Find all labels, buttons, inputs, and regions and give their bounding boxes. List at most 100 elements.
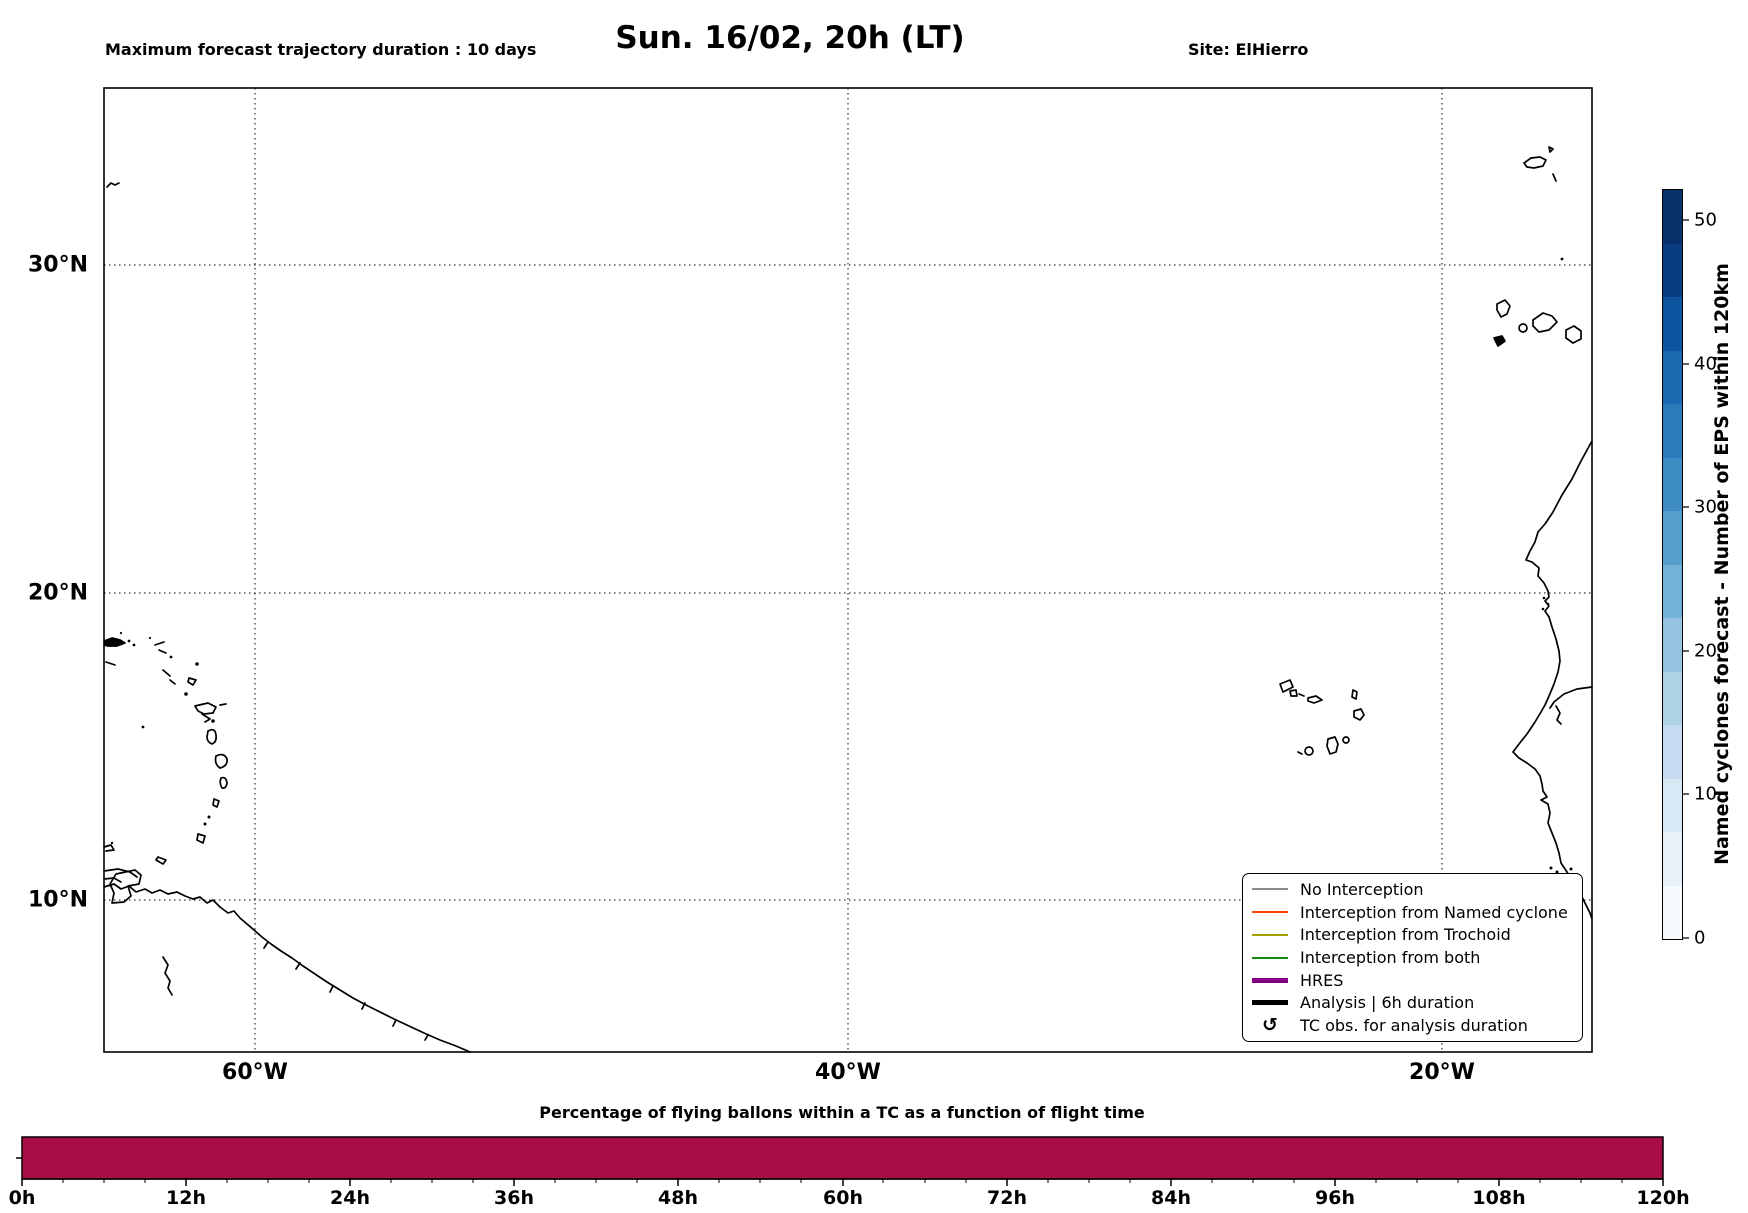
island-bermuda (106, 182, 120, 188)
legend-line-sample (1251, 911, 1289, 914)
islet-grenadines (207, 815, 211, 819)
island-st-lucia (219, 776, 228, 789)
colorbar-band (1663, 457, 1682, 511)
islet-bissagos (1549, 866, 1553, 870)
lon-tick-label: 60°W (222, 1060, 288, 1085)
colorbar-band (1663, 350, 1682, 404)
legend-line (1252, 956, 1288, 959)
coast-south-america (103, 883, 471, 1053)
island-brava (1297, 751, 1303, 755)
island-la-gomera (1518, 323, 1528, 333)
islet-dot (169, 655, 173, 659)
island-puerto-rico (103, 637, 126, 647)
islands-leeward (154, 641, 176, 685)
island-sal (1351, 689, 1358, 700)
lat-tick-label: 20°N (27, 580, 88, 606)
legend-line-sample (1251, 933, 1289, 936)
colorbar-band (1663, 564, 1682, 618)
flight-time-tick-label: 96h (1315, 1187, 1355, 1209)
coast-west-africa (1512, 440, 1593, 920)
legend-item-label: No Interception (1300, 879, 1424, 899)
island-trinidad (109, 869, 142, 904)
legend-line (1252, 911, 1288, 914)
legend-item-label: TC obs. for analysis duration (1300, 1016, 1528, 1036)
legend-item-label: Interception from Trochoid (1300, 925, 1511, 945)
island-maio (1342, 736, 1350, 744)
flight-time-tick-label: 48h (658, 1187, 698, 1209)
island-fogo (1304, 746, 1314, 756)
islet-banc-arguin (1541, 607, 1545, 611)
colorbar-band (1663, 885, 1682, 939)
island-santo-antao (1279, 679, 1294, 693)
colorbar-band (1663, 190, 1682, 244)
island-st-vincent (212, 798, 220, 808)
legend-item: Interception from Trochoid (1251, 923, 1574, 946)
legend-line-sample (1251, 977, 1289, 983)
islet-dot (110, 841, 114, 845)
colorbar-band (1663, 671, 1682, 725)
island-montserrat (184, 692, 188, 696)
colorbar-tick-label: 10 (1694, 783, 1717, 805)
island-st-croix (105, 661, 116, 666)
colorbar-band (1663, 297, 1682, 351)
legend-item: Interception from both (1251, 946, 1574, 969)
islet-bissagos (1555, 870, 1559, 874)
annotation-line: Maximum forecast trajectory duration : 1… (105, 40, 537, 59)
map-legend: No Interception Interception from Named c… (1242, 873, 1583, 1042)
lat-tick-label: 30°N (27, 252, 88, 278)
island-selvagens (1560, 257, 1564, 261)
river-senegal (1549, 686, 1593, 725)
legend-line (1252, 933, 1288, 936)
colorbar-band (1663, 511, 1682, 565)
flight-time-tick-label: 12h (166, 1187, 206, 1209)
island-el-hierro (1493, 335, 1506, 347)
island-sao-nicolau (1307, 695, 1323, 704)
annotation-line: Site: ElHierro (1188, 40, 1309, 59)
islet-bissagos (1569, 867, 1573, 871)
islet-grenadines (203, 822, 207, 826)
island-gran-canaria (1565, 325, 1582, 344)
colorbar-tick-label: 50 (1694, 209, 1717, 231)
legend-item-label: Interception from Named cyclone (1300, 902, 1568, 922)
coast-paria-peninsula (103, 868, 138, 883)
islet-banc-arguin (1546, 602, 1550, 606)
map-gridlines (104, 88, 1592, 1052)
colorbar-tick-label: 0 (1694, 927, 1706, 949)
islet-dot (148, 636, 152, 640)
colorbar-band (1663, 243, 1682, 297)
island-marie-galante (211, 719, 215, 723)
islands-madeira (1523, 146, 1557, 182)
legend-line (1252, 1000, 1288, 1006)
legend-item-label: HRES (1300, 970, 1344, 990)
flight-time-tick-label: 60h (823, 1187, 863, 1209)
islet-dot (119, 631, 123, 635)
legend-line (1252, 977, 1288, 983)
tc-observation-icon: ↺ (1262, 1014, 1278, 1037)
lat-tick-label: 10°N (27, 887, 88, 913)
island-antigua (187, 677, 197, 686)
colorbar-tick-label: 20 (1694, 640, 1717, 662)
island-tenerife (1532, 312, 1558, 333)
island-grenada (196, 833, 206, 844)
coast-river-mouths (263, 941, 429, 1041)
bottom-axis-minor-ticks (62, 1179, 1623, 1183)
legend-line-sample (1251, 1000, 1289, 1006)
coastline-africa-atlantic (1279, 146, 1593, 920)
island-dominica (206, 728, 218, 745)
flight-time-percentage-bar (21, 1136, 1664, 1180)
river-orinoco (162, 956, 173, 996)
legend-line (1252, 888, 1288, 891)
flight-time-tick-label: 108h (1472, 1187, 1526, 1209)
colorbar-ticks (1683, 219, 1689, 939)
island-boa-vista (1353, 708, 1365, 721)
colorbar-band (1663, 832, 1682, 886)
bottom-axis-major-ticks (21, 1179, 1664, 1186)
island-santiago (1326, 736, 1339, 755)
colorbar-band (1663, 618, 1682, 672)
island-la-palma (1496, 299, 1511, 318)
islet-dot (132, 643, 136, 647)
colorbar-band (1663, 725, 1682, 779)
bottom-chart-title: Percentage of flying ballons within a TC… (539, 1103, 1145, 1122)
legend-item-label: Interception from both (1300, 948, 1481, 968)
legend-item: No Interception (1251, 878, 1574, 901)
